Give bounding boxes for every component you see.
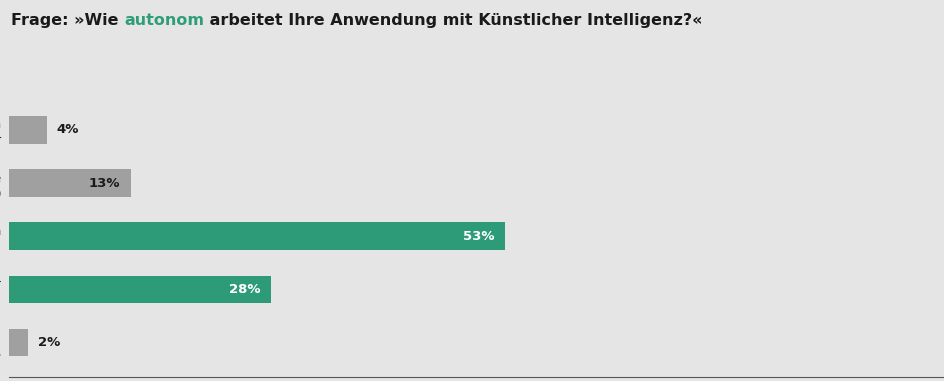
- Text: 53%: 53%: [462, 230, 494, 243]
- Bar: [9, 169, 131, 197]
- Text: 28%: 28%: [228, 283, 260, 296]
- Text: 4%: 4%: [57, 123, 78, 136]
- Text: autonom: autonom: [125, 13, 204, 28]
- Bar: [9, 116, 47, 144]
- Bar: [9, 223, 505, 250]
- Text: 13%: 13%: [88, 176, 120, 189]
- Bar: [9, 329, 28, 357]
- Text: arbeitet Ihre Anwendung mit Künstlicher Intelligenz?«: arbeitet Ihre Anwendung mit Künstlicher …: [204, 13, 702, 28]
- Bar: [9, 275, 271, 303]
- Text: Frage: »Wie: Frage: »Wie: [11, 13, 125, 28]
- Text: 2%: 2%: [38, 336, 59, 349]
